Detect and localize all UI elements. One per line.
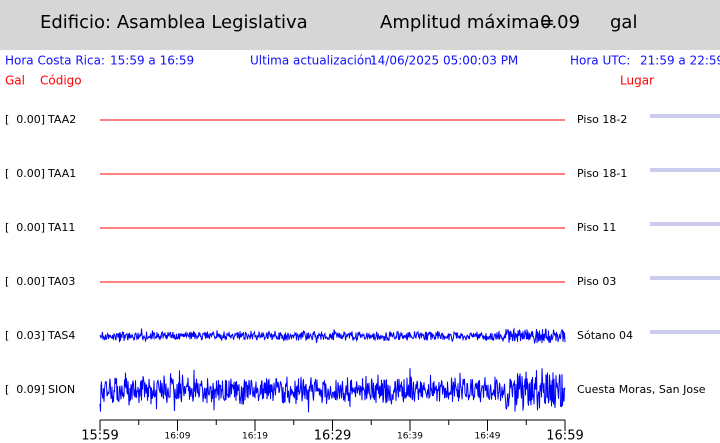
local-label: Hora Costa Rica: — [5, 54, 105, 68]
tick-label: 16:09 — [165, 432, 191, 442]
utc-label: Hora UTC: — [570, 54, 630, 68]
gal-value: [ 0.00] — [5, 221, 45, 234]
amplitude: 0.09 — [540, 12, 580, 33]
col-gal: Gal — [5, 74, 25, 88]
tick-label: 16:49 — [475, 432, 501, 442]
utc-range: 21:59 a 22:59 — [640, 54, 720, 68]
tick-label: 15:59 — [81, 429, 118, 443]
place: Piso 18-1 — [577, 167, 627, 180]
unit: gal — [610, 12, 637, 33]
tick-label: 16:29 — [314, 429, 351, 443]
update-label: Ultima actualización: — [250, 54, 376, 68]
channel-code: TAS4 — [47, 329, 75, 342]
building: Edificio: Asamblea Legislativa — [40, 12, 308, 33]
gal-value: [ 0.09] — [5, 383, 45, 396]
place: Sótano 04 — [577, 329, 633, 342]
amplitude-label: Amplitud máxima= — [380, 12, 555, 33]
channel-code: TA11 — [47, 221, 75, 234]
tick-label: 16:39 — [397, 432, 423, 442]
trace — [99, 327, 566, 345]
gal-value: [ 0.00] — [5, 275, 45, 288]
col-place: Lugar — [620, 74, 654, 88]
place: Piso 11 — [577, 221, 616, 234]
place: Piso 03 — [577, 275, 616, 288]
col-code: Código — [40, 74, 82, 88]
channel-code: TAA2 — [47, 113, 76, 126]
tick-label: 16:59 — [546, 429, 583, 443]
header-bar — [0, 0, 720, 50]
channel-code: SION — [48, 383, 75, 396]
channel-code: TAA1 — [47, 167, 76, 180]
update-time: 14/06/2025 05:00:03 PM — [370, 54, 518, 68]
trace — [99, 368, 566, 413]
gal-value: [ 0.03] — [5, 329, 45, 342]
gal-value: [ 0.00] — [5, 167, 45, 180]
gal-value: [ 0.00] — [5, 113, 45, 126]
place: Piso 18-2 — [577, 113, 627, 126]
tick-label: 16:19 — [242, 432, 268, 442]
channel-code: TA03 — [47, 275, 75, 288]
place: Cuesta Moras, San Jose — [577, 383, 706, 396]
local-range: 15:59 a 16:59 — [110, 54, 194, 68]
